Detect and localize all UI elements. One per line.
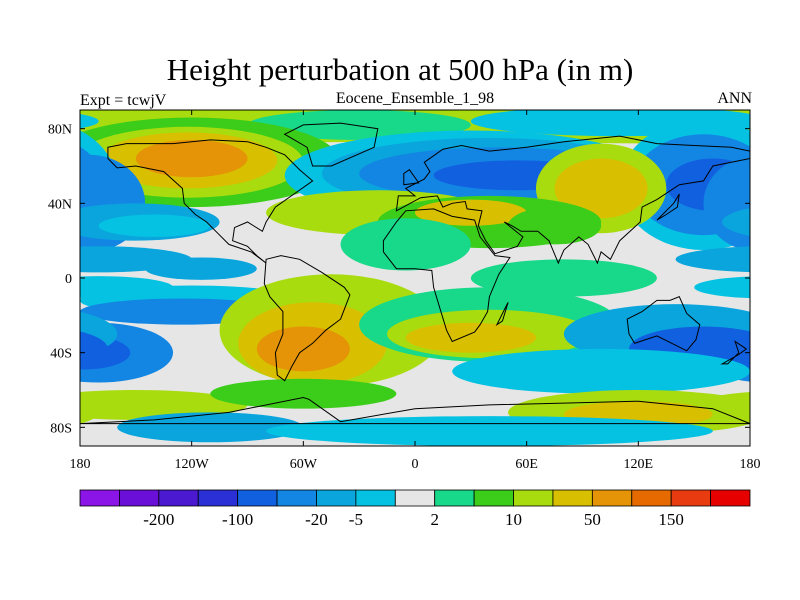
y-tick-label: 40S bbox=[50, 347, 72, 362]
field-region bbox=[508, 207, 602, 245]
experiment-label: Expt = tcwjV bbox=[80, 92, 167, 109]
colorbar-box bbox=[119, 489, 160, 507]
axis-ticks: 180 120W 60W 0 60E 120E 180 80N 40N 0 40S 80S bbox=[48, 110, 761, 472]
field-region bbox=[145, 257, 257, 280]
coastlines bbox=[80, 122, 750, 425]
ensemble-label: Eocene_Ensemble_1_98 bbox=[335, 90, 495, 107]
colorbar-box bbox=[79, 489, 120, 507]
colorbar-box bbox=[434, 489, 475, 507]
height-perturbation-field bbox=[80, 110, 750, 446]
x-tick-label: 120E bbox=[624, 457, 654, 472]
colorbar-box bbox=[670, 489, 711, 507]
x-tick-label: 0 bbox=[412, 457, 419, 472]
colorbar-box bbox=[631, 489, 672, 507]
coastline bbox=[382, 208, 511, 343]
colorbar-box bbox=[394, 489, 436, 507]
coastline bbox=[495, 302, 509, 327]
coastline bbox=[626, 296, 701, 352]
field-region bbox=[247, 110, 471, 140]
colorbar-box bbox=[473, 489, 514, 507]
field-region bbox=[80, 400, 99, 424]
plot-title: Height perturbation at 500 hPa (in m) bbox=[166, 52, 634, 87]
field-region bbox=[470, 259, 657, 297]
colorbar-label: -200 bbox=[143, 510, 174, 529]
x-tick-label: 180 bbox=[70, 457, 91, 472]
coastline bbox=[263, 255, 351, 382]
field-region bbox=[722, 208, 750, 236]
field-region bbox=[340, 218, 471, 271]
colorbar-box bbox=[237, 489, 278, 507]
colorbar-label: -20 bbox=[305, 510, 328, 529]
field-region bbox=[554, 158, 648, 219]
coastline bbox=[656, 193, 680, 221]
colorbar-label: 2 bbox=[430, 510, 439, 529]
coastline bbox=[720, 340, 748, 365]
colorbar-box bbox=[158, 489, 199, 507]
field-region bbox=[80, 390, 248, 420]
colorbar-box bbox=[513, 489, 554, 507]
field-region bbox=[210, 378, 397, 409]
colorbar-label: 150 bbox=[658, 510, 684, 529]
y-tick-label: 40N bbox=[48, 197, 72, 212]
colorbar-box bbox=[316, 489, 357, 507]
field-region bbox=[742, 149, 750, 175]
field-region bbox=[256, 326, 350, 372]
coastline bbox=[283, 122, 379, 167]
x-tick-label: 60E bbox=[515, 457, 538, 472]
colorbar-label: -5 bbox=[349, 510, 363, 529]
coastline bbox=[107, 139, 314, 264]
y-tick-label: 0 bbox=[65, 272, 72, 287]
colorbar-box bbox=[591, 489, 633, 507]
field-region bbox=[694, 276, 750, 299]
x-tick-label: 180 bbox=[740, 457, 761, 472]
field-region bbox=[452, 348, 750, 394]
field-region bbox=[80, 113, 99, 129]
colorbar-box bbox=[710, 489, 751, 507]
field-region bbox=[80, 331, 108, 367]
field-region bbox=[405, 322, 536, 353]
field-region bbox=[266, 416, 713, 446]
colorbar-box bbox=[552, 489, 593, 507]
x-tick-label: 60W bbox=[290, 457, 318, 472]
y-tick-label: 80S bbox=[50, 421, 72, 436]
field-region bbox=[80, 168, 90, 201]
x-tick-label: 120W bbox=[175, 457, 210, 472]
field-region bbox=[135, 139, 248, 178]
colorbar-box bbox=[355, 489, 396, 507]
coastline bbox=[395, 135, 750, 265]
colorbar-box bbox=[276, 489, 317, 507]
field-region bbox=[98, 214, 211, 237]
coastline bbox=[403, 169, 420, 186]
season-label: ANN bbox=[717, 90, 752, 107]
colorbar: -200 -100 -20 -5 2 10 50 150 bbox=[79, 489, 751, 529]
colorbar-label: 10 bbox=[505, 510, 522, 529]
field-region bbox=[675, 246, 750, 273]
field-region bbox=[117, 412, 304, 443]
colorbar-box bbox=[197, 489, 239, 507]
colorbar-label: -100 bbox=[222, 510, 253, 529]
y-tick-label: 80N bbox=[48, 123, 72, 138]
colorbar-label: 50 bbox=[584, 510, 601, 529]
coastline bbox=[80, 396, 750, 425]
